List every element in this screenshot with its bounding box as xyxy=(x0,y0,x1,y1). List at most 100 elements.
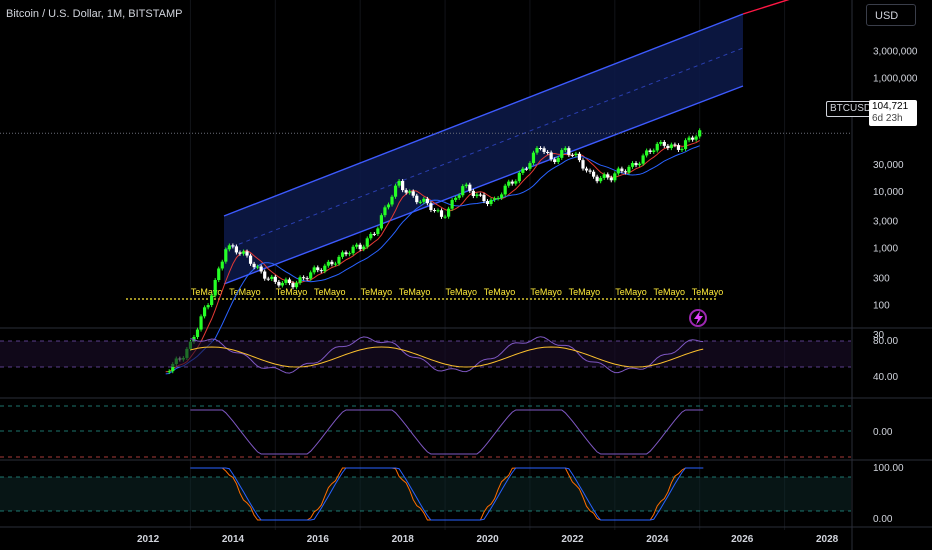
candle-body xyxy=(422,198,426,202)
candle-body xyxy=(224,249,228,262)
candle-body xyxy=(238,252,242,254)
candle-body xyxy=(581,160,585,169)
candle-body xyxy=(277,281,281,286)
candle-body xyxy=(340,252,345,257)
ma-red-line xyxy=(165,139,700,373)
candle-body xyxy=(312,267,316,273)
candle-body xyxy=(595,176,599,182)
candle-body xyxy=(503,185,507,195)
candle-body xyxy=(210,295,214,306)
candle-body xyxy=(609,177,613,181)
candle-body xyxy=(337,256,341,264)
candle-body xyxy=(659,141,663,144)
candle-body xyxy=(273,276,277,282)
time-axis-label: 2012 xyxy=(137,534,160,545)
candle-body xyxy=(676,145,681,150)
candle-body xyxy=(560,150,564,158)
time-axis-label: 2022 xyxy=(561,534,584,545)
marker-label: TeMayo xyxy=(484,287,516,297)
countdown-value: 6d 23h xyxy=(872,113,903,124)
marker-label: TeMayo xyxy=(692,287,724,297)
stoch-line xyxy=(190,409,704,455)
marker-label: TeMayo xyxy=(653,287,685,297)
candle-body xyxy=(248,255,253,264)
candle-body xyxy=(623,171,628,173)
candle-body xyxy=(507,181,511,186)
candle-body xyxy=(588,170,592,172)
price-axis[interactable]: 3,000,0001,000,000300,00030,00010,0003,0… xyxy=(873,47,918,341)
marker-label: TeMayo xyxy=(276,287,308,297)
currency-button[interactable]: USD xyxy=(866,4,916,26)
candle-body xyxy=(563,148,567,151)
rsi-line xyxy=(190,336,704,374)
candle-body xyxy=(365,238,369,247)
candle-body xyxy=(351,246,355,254)
time-axis[interactable]: 2012 2014 2016 2018 2020 2022 2024 2026 2028 xyxy=(137,534,839,545)
candle-body xyxy=(627,166,631,173)
marker-label: TeMayo xyxy=(361,287,393,297)
channel-lower-line xyxy=(223,85,744,285)
candle-body xyxy=(167,371,171,373)
price-axis-label: 1,000 xyxy=(873,244,898,255)
candle-body xyxy=(252,263,256,268)
candle-body xyxy=(220,261,224,269)
candle-body xyxy=(464,184,468,187)
candle-body xyxy=(662,141,666,146)
candle-body xyxy=(478,194,483,196)
candle-body xyxy=(199,316,203,330)
candle-body xyxy=(620,168,624,172)
candle-body xyxy=(266,278,270,280)
candle-body xyxy=(280,282,284,286)
candle-body xyxy=(471,190,475,197)
candle-body xyxy=(546,151,550,153)
candle-body xyxy=(524,168,529,170)
candle-body xyxy=(213,280,217,296)
marker-label: TeMayo xyxy=(229,287,261,297)
candle-body xyxy=(411,191,415,196)
candle-body xyxy=(535,148,539,153)
price-axis-label: 300 xyxy=(873,273,890,284)
candle-body xyxy=(319,270,323,272)
candle-body xyxy=(641,155,645,164)
candle-body xyxy=(294,282,299,288)
candle-body xyxy=(227,245,231,250)
candle-body xyxy=(397,180,401,186)
candle-body xyxy=(489,199,493,205)
candle-body xyxy=(645,150,649,156)
candle-body xyxy=(425,198,429,204)
candle-body xyxy=(358,244,362,250)
candle-body xyxy=(475,194,479,197)
candle-body xyxy=(648,150,652,152)
candle-body xyxy=(362,246,366,250)
rsi-ma-line xyxy=(190,346,704,368)
marker-label: TeMayo xyxy=(314,287,346,297)
candle-body xyxy=(418,201,422,203)
candle-body xyxy=(634,163,638,166)
candle-body xyxy=(492,198,497,200)
symbol-tag: BTCUSD xyxy=(826,101,876,117)
time-axis-label: 2014 xyxy=(222,534,245,545)
candle-body xyxy=(694,136,698,140)
candle-body xyxy=(404,190,408,193)
candle-body xyxy=(666,145,670,149)
time-axis-label: 2018 xyxy=(392,534,415,545)
channel-mid-line xyxy=(223,47,744,251)
candle-body xyxy=(171,364,175,372)
candle-body xyxy=(245,251,249,256)
candle-body xyxy=(553,159,557,163)
candle-body xyxy=(570,154,574,156)
candle-body xyxy=(496,197,500,199)
candle-body xyxy=(401,180,405,191)
osc-axis-label: 100.00 xyxy=(873,463,904,474)
candle-body xyxy=(270,276,274,279)
time-axis-label: 2026 xyxy=(731,534,754,545)
time-axis-label: 2028 xyxy=(816,534,839,545)
candle-body xyxy=(333,263,338,265)
price-axis-label: 30 xyxy=(873,330,885,341)
markers: TeMayo TeMayo TeMayo TeMayo TeMayo TeMayo TeMa… xyxy=(191,287,723,297)
candle-body xyxy=(217,268,221,281)
candle-body xyxy=(241,251,246,254)
candle-body xyxy=(556,157,560,163)
candle-body xyxy=(687,137,691,141)
